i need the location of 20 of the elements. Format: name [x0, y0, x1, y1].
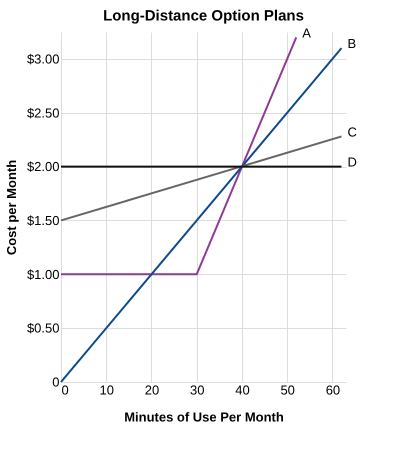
x-tick-label: 10 [100, 382, 114, 398]
chart-title: Long-Distance Option Plans [103, 7, 304, 24]
y-tick-label: $1.00 [26, 266, 60, 282]
y-tick-label: $2.50 [26, 105, 60, 120]
x-tick-label: 50 [280, 382, 295, 398]
y-tick-label: $3.00 [26, 51, 60, 66]
y-tick-label: $2.00 [26, 159, 60, 174]
x-tick-label: 40 [235, 382, 250, 398]
x-tick-label: 20 [144, 382, 160, 398]
y-axis-title: Cost per Month [4, 160, 19, 256]
x-axis-title: Minutes of Use Per Month [124, 410, 284, 424]
y-tick-label: $0.50 [26, 320, 60, 336]
series-label: B [347, 36, 356, 52]
x-tick-label: 60 [326, 382, 340, 398]
series-label: D [347, 154, 357, 170]
x-tick-label: 0 [62, 382, 69, 398]
series-label: C [347, 124, 357, 140]
y-tick-label: $1.50 [26, 212, 60, 228]
x-tick-label: 30 [190, 382, 204, 398]
series-label: A [302, 25, 312, 40]
